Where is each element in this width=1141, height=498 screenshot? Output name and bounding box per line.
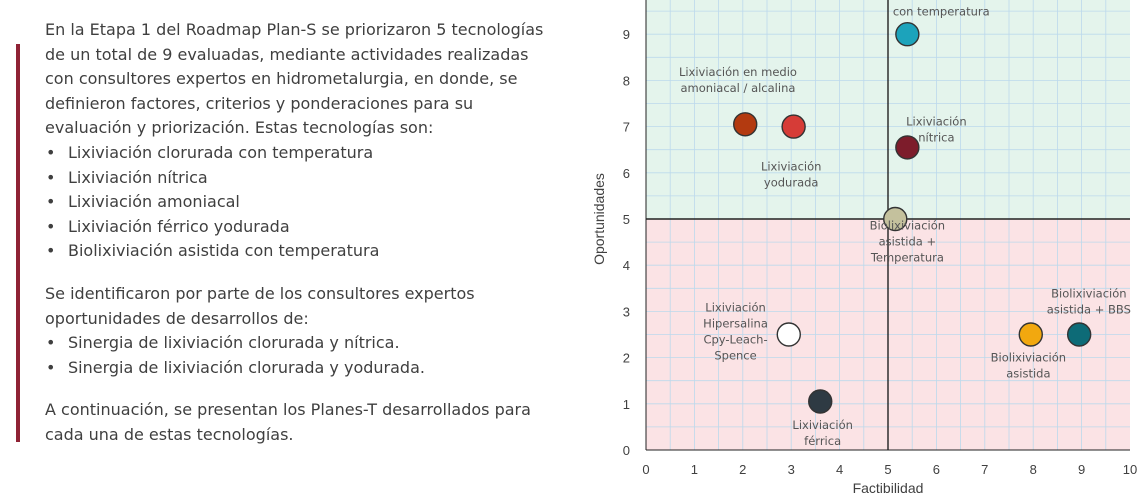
data-point-label-line: con temperatura xyxy=(893,5,990,19)
synergy-list: Sinergia de lixiviación clorurada y nítr… xyxy=(45,331,545,380)
quadrant-bubble-chart: 0 1 2 3 4 5 6 7 8 9 10 0 1 2 3 4 5 6 7 8 9 Factibilidad Oportu… xyxy=(591,0,1137,496)
x-tick-label: 0 xyxy=(642,462,649,477)
x-tick-label: 1 xyxy=(691,462,698,477)
data-point xyxy=(733,112,758,137)
data-point xyxy=(883,206,908,232)
data-point-label: Lixiviación clorurada con temperatura xyxy=(882,0,1001,19)
data-point xyxy=(1018,322,1043,347)
x-tick-label: 8 xyxy=(1030,462,1037,477)
data-point-label: Lixiviación nítrica xyxy=(906,115,967,145)
data-point-label: Biolixiviación asistida xyxy=(991,350,1066,380)
data-point-label: Lixiviación Hipersalina Cpy-Leach- Spence xyxy=(703,300,768,362)
data-point-label-line: asistida + BBS xyxy=(1047,303,1131,317)
y-tick-label: 8 xyxy=(623,73,630,88)
data-point-label: Lixiviación en medio amoniacal / alcalina xyxy=(679,65,797,95)
prioritized-technologies-list: Lixiviación clorurada con temperatura Li… xyxy=(45,141,545,264)
y-tick-label: 3 xyxy=(623,304,630,319)
data-point-label-line: nítrica xyxy=(918,131,954,145)
data-point-label-line: Lixiviación xyxy=(906,115,967,129)
data-point-label-line: Lixiviación xyxy=(792,418,853,432)
data-point-label-line: Cpy-Leach- xyxy=(703,332,767,346)
y-tick-label: 9 xyxy=(623,27,630,42)
data-point-label: Biolixiviación asistida + BBS xyxy=(1047,287,1131,317)
data-point-label-line: Temperatura xyxy=(870,251,944,265)
data-point-label: Lixiviación yodurada xyxy=(761,159,822,189)
data-point-label-line: Lixiviación en medio xyxy=(679,65,797,79)
data-point-label-line: yodurada xyxy=(764,175,819,189)
x-tick-label: 4 xyxy=(836,462,843,477)
y-tick-label: 6 xyxy=(623,166,630,181)
list-item: Biolixiviación asistida con temperatura xyxy=(45,239,545,264)
data-point-label-line: asistida xyxy=(1006,366,1050,380)
data-point xyxy=(895,22,920,47)
x-tick-label: 7 xyxy=(981,462,988,477)
list-item: Sinergia de lixiviación clorurada y yodu… xyxy=(45,356,545,381)
data-point-label-line: Biolixiviación xyxy=(991,350,1066,364)
y-tick-label: 2 xyxy=(623,351,630,366)
data-point-label-line: Biolixiviación xyxy=(870,219,945,233)
data-point-label-line: Hipersalina xyxy=(703,316,768,330)
y-tick-label: 4 xyxy=(623,258,630,273)
data-point-label-line: férrica xyxy=(804,434,841,448)
y-axis-title: Oportunidades xyxy=(591,173,607,265)
opportunities-paragraph: Se identificaron por parte de los consul… xyxy=(45,283,475,328)
y-tick-label: 7 xyxy=(623,120,630,135)
list-item: Lixiviación nítrica xyxy=(45,166,545,191)
data-point-label-line: Lixiviación xyxy=(761,159,822,173)
data-point xyxy=(808,389,833,414)
x-tick-label: 5 xyxy=(884,462,891,477)
data-point-label: Lixiviación férrica xyxy=(792,418,853,448)
x-tick-label: 6 xyxy=(933,462,940,477)
data-point xyxy=(781,114,806,139)
x-tick-label: 3 xyxy=(788,462,795,477)
x-tick-label: 10 xyxy=(1123,462,1137,477)
list-item: Sinergia de lixiviación clorurada y nítr… xyxy=(45,331,545,356)
data-point xyxy=(776,322,801,347)
data-point-label-line: Biolixiviación xyxy=(1051,287,1126,301)
accent-bar xyxy=(16,44,20,442)
y-tick-label: 1 xyxy=(623,397,630,412)
closing-paragraph: A continuación, se presentan los Planes-… xyxy=(45,400,531,444)
data-point-label-line: amoniacal / alcalina xyxy=(681,81,796,95)
data-point-label-line: Lixiviación xyxy=(705,300,766,314)
x-tick-label: 9 xyxy=(1078,462,1085,477)
text-panel: En la Etapa 1 del Roadmap Plan-S se prio… xyxy=(45,18,545,448)
data-point-label-line: Spence xyxy=(714,348,756,362)
data-point xyxy=(895,135,920,160)
list-item: Lixiviación clorurada con temperatura xyxy=(45,141,545,166)
intro-paragraph: En la Etapa 1 del Roadmap Plan-S se prio… xyxy=(45,20,544,138)
list-item: Lixiviación amoniacal xyxy=(45,190,545,215)
data-point-label-line: asistida + xyxy=(879,235,937,249)
y-tick-label: 0 xyxy=(623,443,630,458)
data-point-label: Biolixiviación asistida + Temperatura xyxy=(870,219,945,265)
list-item: Lixiviación férrico yodurada xyxy=(45,215,545,240)
x-tick-label: 2 xyxy=(739,462,746,477)
y-tick-label: 5 xyxy=(623,212,630,227)
data-point xyxy=(1066,322,1092,347)
x-axis-title: Factibilidad xyxy=(853,480,924,496)
data-point-label-line: Lixiviación clorurada xyxy=(882,0,1001,3)
